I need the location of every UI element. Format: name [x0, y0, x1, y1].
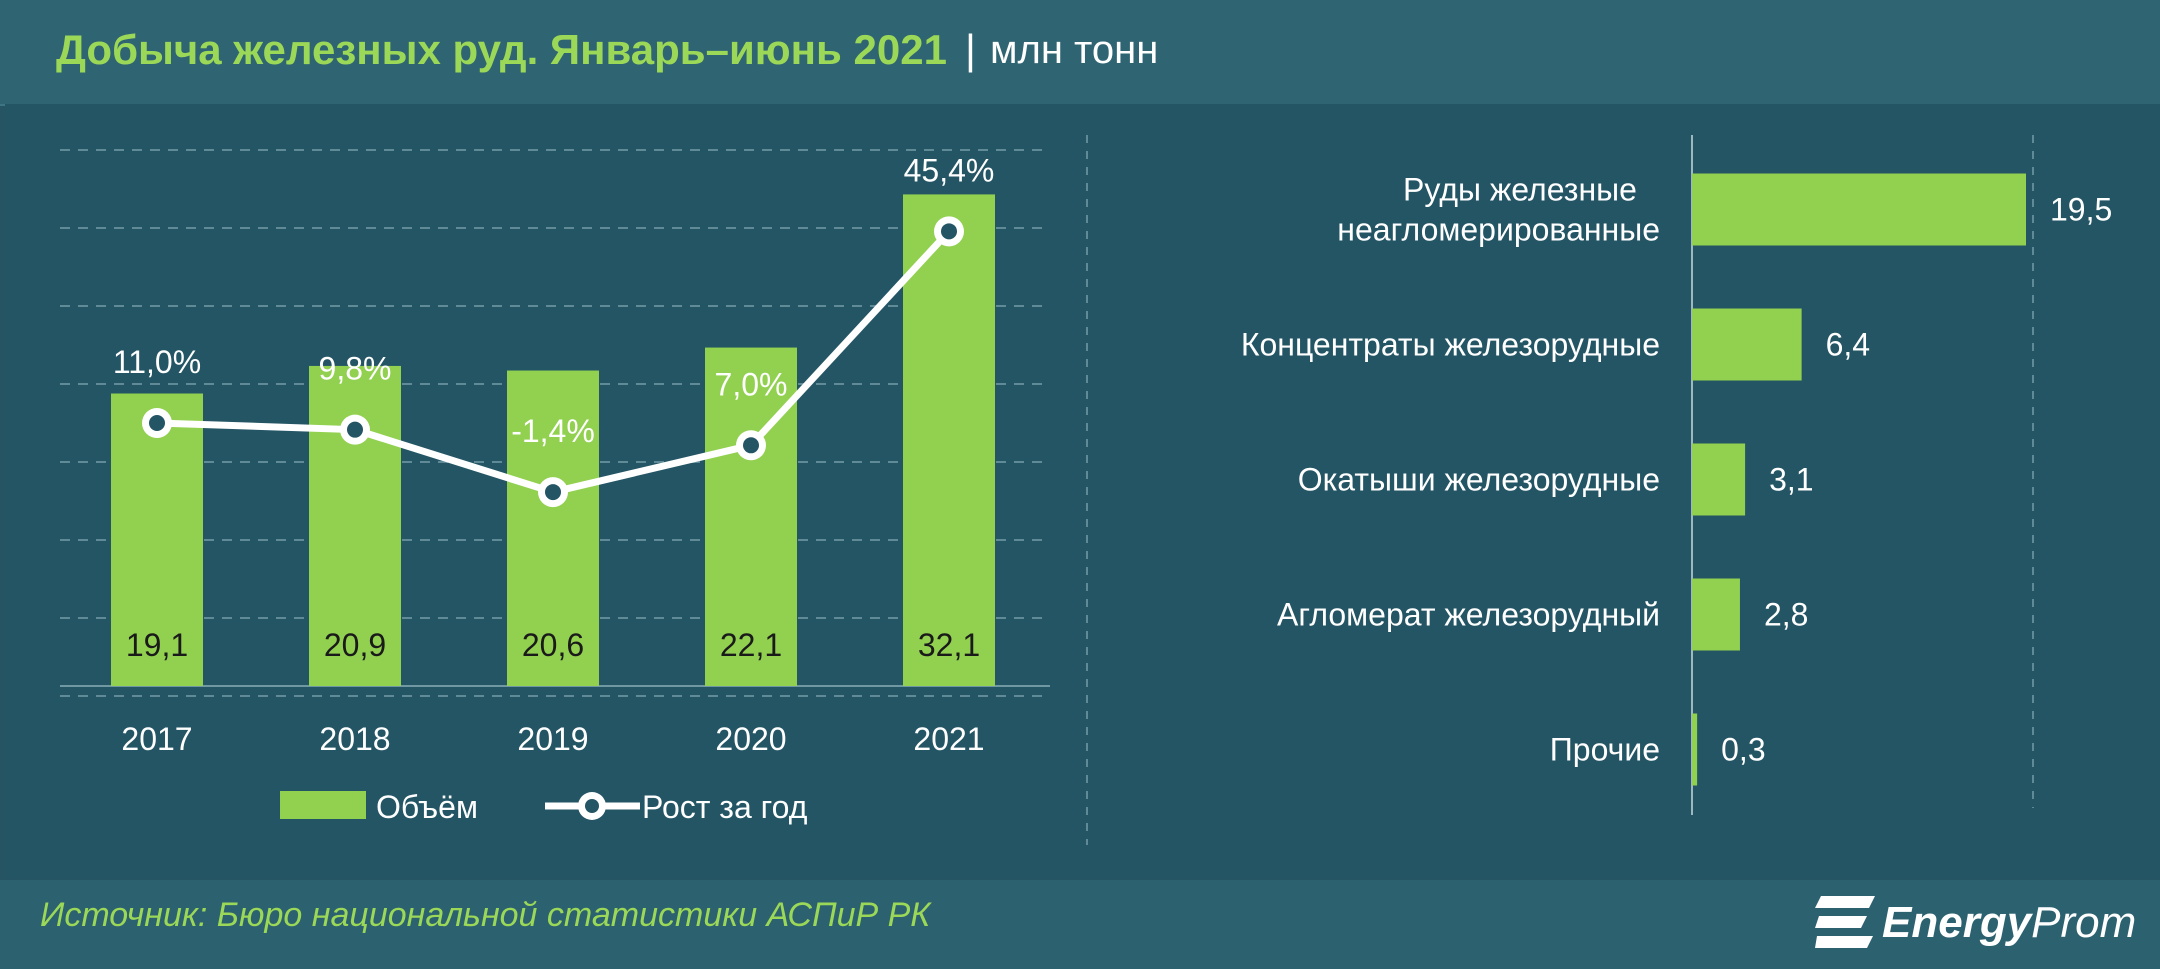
x-tick-label: 2019 [517, 721, 588, 757]
product-breakdown-chart: 19,5 Руды железные неагломерированные 6,4 Ко… [1241, 135, 2112, 815]
bar-value-label: 2,8 [1764, 597, 1808, 633]
category-bar [1692, 173, 2026, 246]
category-label: неагломерированные [1337, 212, 1660, 248]
growth-value-label: 7,0% [715, 366, 788, 402]
header-bar [0, 0, 2160, 106]
title-separator: | [965, 26, 976, 73]
bar-value-label: 3,1 [1769, 462, 1813, 498]
growth-point-hole [545, 484, 561, 501]
legend-label-growth: Рост за год [642, 789, 808, 825]
category-bar [1692, 713, 1698, 786]
bar-value-label: 20,6 [522, 627, 584, 663]
volume-growth-chart: 19,1 2017 20,9 2018 20,6 2019 22,1 2020 32,1 2021… [60, 135, 1088, 845]
unit-label: млн тонн [990, 28, 1159, 72]
bar-value-label: 22,1 [720, 627, 782, 663]
bar-value-label: 19,1 [126, 627, 188, 663]
footer-bar [0, 880, 2160, 969]
legend-swatch-volume [280, 791, 366, 819]
growth-value-label: 45,4% [904, 152, 995, 188]
growth-point-hole [149, 415, 165, 431]
growth-point-hole [941, 223, 957, 240]
category-label: Агломерат железорудный [1277, 597, 1660, 633]
growth-value-label: 9,8% [319, 351, 392, 387]
logo-text-rest: Prom [2031, 898, 2137, 947]
bar-value-label: 6,4 [1826, 327, 1870, 363]
growth-point-hole [347, 421, 363, 438]
bar-value-label: 19,5 [2050, 192, 2112, 228]
logo-text: EnergyProm [1882, 898, 2136, 948]
legend-marker-hole [585, 799, 599, 813]
bar-value-label: 0,3 [1721, 732, 1765, 768]
bar-value-label: 20,9 [324, 627, 386, 663]
x-tick-label: 2020 [715, 721, 786, 757]
volume-bar [903, 194, 995, 686]
volume-bar [507, 370, 599, 686]
category-label: Окатыши железорудные [1298, 462, 1660, 498]
legend-label-volume: Объём [376, 789, 478, 825]
source-note: Источник: Бюро национальной статистики А… [40, 896, 931, 934]
category-label: Концентраты железорудные [1241, 327, 1660, 363]
x-tick-label: 2018 [319, 721, 390, 757]
volume-bar [705, 347, 797, 686]
category-label: Руды железные [1403, 172, 1637, 208]
bar-value-label: 32,1 [918, 627, 980, 663]
x-tick-label: 2021 [913, 721, 984, 757]
growth-value-label: 11,0% [113, 344, 201, 380]
x-tick-label: 2017 [121, 721, 192, 757]
logo-text-bold: Energy [1882, 898, 2032, 947]
energyprom-logo-icon [1815, 896, 1875, 948]
category-bar [1692, 443, 1746, 516]
volume-bar [111, 393, 203, 686]
category-bar [1692, 578, 1740, 651]
chart-title: Добыча железных руд. Январь–июнь 2021 [56, 26, 947, 73]
category-bar [1692, 308, 1802, 381]
category-label: Прочие [1550, 732, 1660, 768]
growth-value-label: -1,4% [511, 413, 595, 449]
growth-point-hole [743, 437, 759, 454]
